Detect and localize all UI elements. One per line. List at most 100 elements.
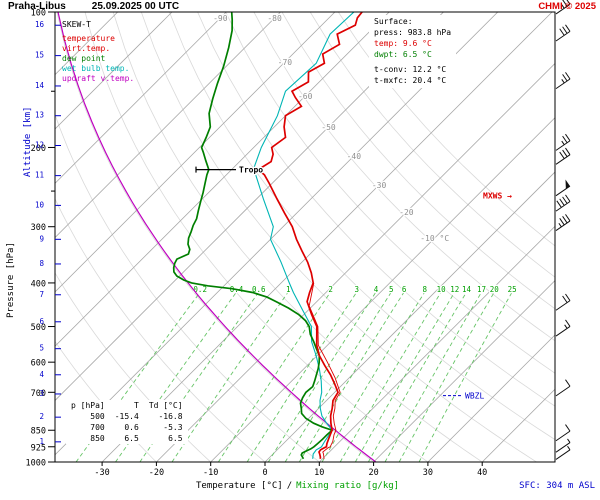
wbzl-label: WBZL xyxy=(465,392,484,401)
pressure-tick-label: 300 xyxy=(31,223,46,233)
isotherm xyxy=(55,12,444,402)
surface-tmxfc: t-mxfc: 20.4 °C xyxy=(374,76,447,85)
col-pressure: p [hPa] xyxy=(71,401,105,410)
mixing-ratio-line xyxy=(284,289,393,462)
sounding-curves xyxy=(57,12,377,462)
altitude-tick-label: 12 xyxy=(35,140,44,149)
mixing-ratio-line xyxy=(339,289,443,462)
pressure-tick-label: 850 xyxy=(31,427,46,437)
col-temp: T xyxy=(133,401,139,410)
wind-barb xyxy=(555,445,571,460)
legend: SKEW-T temperature virt.temp. dew point … xyxy=(62,20,134,84)
altitude-tick-label: 11 xyxy=(35,171,44,180)
annotations: Tropo MXWS → WBZL xyxy=(195,164,512,401)
mixing-ratio-label: 0.6 xyxy=(252,285,266,294)
isotherm-label: -10 °C xyxy=(420,234,449,243)
temp-tick-label: 10 xyxy=(314,468,324,478)
axis-title-separator: / xyxy=(286,481,293,491)
dry-adiabat xyxy=(169,12,555,441)
surface-dwpt: dwpt: 6.5 °C xyxy=(374,50,432,59)
legend-item-temperature: temperature xyxy=(62,34,115,43)
mixing-ratio-line xyxy=(355,289,457,462)
temp-tick-label: -10 xyxy=(203,468,218,478)
mixing-ratio-label: 25 xyxy=(508,285,517,294)
wind-barb xyxy=(555,438,571,453)
isotherm xyxy=(319,225,555,462)
dry-adiabat xyxy=(55,113,320,462)
temp-tick-label: 0 xyxy=(262,468,267,478)
pressure-tick-label: 200 xyxy=(31,144,46,154)
pressure-tick-label: 400 xyxy=(31,279,46,289)
isotherm-label: -30 xyxy=(372,181,387,190)
mixing-ratio-label: 6 xyxy=(402,285,407,294)
mixing-ratio-line xyxy=(321,289,427,462)
temperature-axis-title: Temperature [°C] xyxy=(196,481,283,491)
surface-elevation-label: SFC: 304 m ASL xyxy=(519,481,595,491)
sounding-datetime: 25.09.2025 00 UTC xyxy=(91,1,180,12)
mixing-ratio-line xyxy=(368,289,469,462)
mixing-ratio-label: 4 xyxy=(374,285,379,294)
mixing-ratio-line xyxy=(246,289,359,462)
isotherm xyxy=(264,171,555,462)
col-dewpoint: Td [°C] xyxy=(148,401,183,410)
legend-item-wet-bulb: wet bulb temp. xyxy=(62,64,130,73)
pressure-tick-label: 1000 xyxy=(26,459,46,469)
isotherm xyxy=(101,12,553,462)
temp-tick-label: -20 xyxy=(149,468,164,478)
header: Praha-Libus 25.09.2025 00 UTC xyxy=(8,1,179,12)
mixing-ratio-line xyxy=(267,289,378,462)
wind-barb xyxy=(555,214,571,231)
altitude-tick-label: 9 xyxy=(39,234,44,243)
tropopause-label: Tropo xyxy=(239,166,263,175)
surface-temp: temp: 9.6 °C xyxy=(374,39,432,48)
isotherm-label: -70 xyxy=(278,58,293,67)
wind-barbs xyxy=(555,0,571,460)
isotherm xyxy=(373,280,555,462)
isotherm xyxy=(156,62,555,462)
dry-adiabat xyxy=(140,12,537,462)
wind-barb xyxy=(555,179,571,197)
mixing-ratio-label: 8 xyxy=(422,285,427,294)
station-name: Praha-Libus xyxy=(8,1,66,12)
wind-barb xyxy=(555,133,571,151)
dry-adiabat xyxy=(55,197,266,462)
mixing-ratio-label: 10 xyxy=(437,285,447,294)
wind-barb xyxy=(555,0,571,15)
altitude-tick-label: 8 xyxy=(39,259,44,268)
dew-point-curve xyxy=(172,12,334,460)
dry-adiabat xyxy=(84,12,429,462)
pressure-tick-label: 700 xyxy=(31,389,46,399)
isotherm-label: -90 xyxy=(213,14,228,23)
wind-barb xyxy=(555,319,571,337)
mixing-ratio-line xyxy=(218,289,333,462)
pressure-tick-label: 925 xyxy=(31,443,46,453)
altitude-tick-label: 13 xyxy=(35,111,44,120)
mixing-ratio-line xyxy=(398,289,496,462)
mixing-ratio-line xyxy=(418,289,514,462)
table-row: 700 0.6 -5.3 xyxy=(90,423,183,432)
mixing-ratio-label: 5 xyxy=(389,285,394,294)
axes: 1002003004005006007008509251000161514131… xyxy=(26,9,556,478)
table-row: 850 6.5 6.5 xyxy=(90,434,183,443)
mixing-ratio-label: 1 xyxy=(286,285,291,294)
altitude-tick-label: 15 xyxy=(35,51,44,60)
isotherm xyxy=(55,12,227,184)
pressure-axis-title-wrap: Pressure [hPa] xyxy=(6,242,82,328)
virt-temp-curve xyxy=(308,282,341,459)
wind-barb xyxy=(555,194,571,212)
isotherm xyxy=(427,334,555,462)
mixing-ratio-label: 20 xyxy=(490,285,500,294)
legend-item-virt-temp: virt.temp. xyxy=(62,44,111,53)
mixing-ratio-label: 17 xyxy=(477,285,486,294)
temp-tick-label: -30 xyxy=(94,468,109,478)
altitude-tick-label: 14 xyxy=(35,81,45,90)
surface-title: Surface: xyxy=(374,17,413,26)
x-axis-titles: Temperature [°C] / Mixing ratio [g/kg] xyxy=(196,481,403,491)
mixing-ratio-label: 3 xyxy=(354,285,359,294)
table-header-row: p [hPa] T Td [°C] xyxy=(66,400,188,411)
mixing-ratio-label: 0.2 xyxy=(193,285,207,294)
wind-barb xyxy=(555,379,571,397)
temp-tick-label: 40 xyxy=(477,468,487,478)
altitude-tick-label: 5 xyxy=(39,344,44,353)
